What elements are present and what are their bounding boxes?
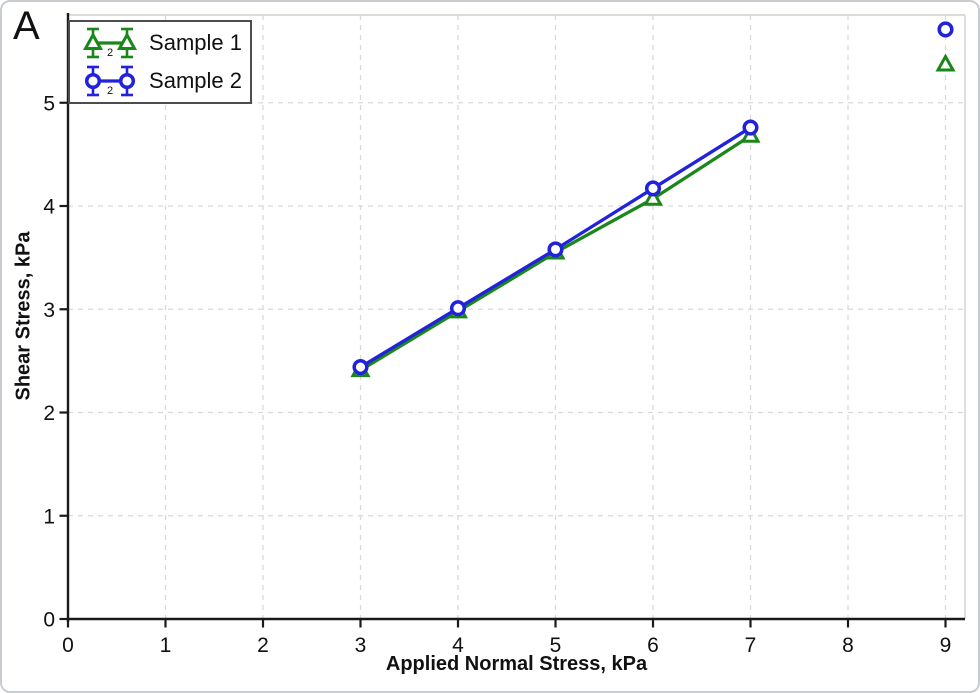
circle-errorbar-icon: 2 <box>84 65 136 97</box>
legend-item-sample-1: 2 Sample 1 <box>78 24 242 62</box>
x-tick-label: 7 <box>745 634 757 657</box>
y-tick-label: 2 <box>43 402 55 425</box>
x-tick-label: 2 <box>257 634 269 657</box>
x-tick-label: 4 <box>452 634 464 657</box>
y-tick-label: 0 <box>43 609 55 632</box>
y-tick-label: 3 <box>43 299 55 322</box>
panel-label: A <box>13 4 40 48</box>
y-tick-label: 1 <box>43 505 55 528</box>
x-tick-label: 3 <box>355 634 367 657</box>
legend-label-sample-2: Sample 2 <box>149 68 242 93</box>
legend-subscript: 2 <box>107 85 113 97</box>
data-point-sample-1 <box>642 187 664 206</box>
x-tick-label: 5 <box>550 634 562 657</box>
y-axis-title: Shear Stress, kPa <box>12 231 35 401</box>
circle-marker <box>84 72 102 90</box>
x-axis-title: Applied Normal Stress, kPa <box>385 653 648 675</box>
triangle-marker <box>82 31 104 50</box>
triangle-errorbar-icon: 2 <box>82 27 138 59</box>
x-tick-label: 0 <box>62 634 74 657</box>
triangle-marker <box>116 31 138 50</box>
legend-item-sample-2: 2 Sample 2 <box>78 62 242 100</box>
data-point-sample-2 <box>644 180 662 197</box>
x-tick-label: 8 <box>842 634 854 657</box>
y-tick-label: 4 <box>43 196 55 219</box>
data-point-sample-2 <box>449 300 467 317</box>
data-point-sample-2 <box>742 119 759 136</box>
legend-label-sample-1: Sample 1 <box>149 30 242 55</box>
data-point-sample-2 <box>547 241 564 258</box>
x-tick-label: 9 <box>940 634 952 657</box>
data-point-sample-2 <box>352 359 369 376</box>
circle-marker <box>118 72 136 90</box>
legend-box: 2 Sample 1 2 Sample 2 <box>68 20 252 104</box>
x-tick-label: 6 <box>647 634 659 657</box>
data-point-sample-1 <box>935 53 956 72</box>
y-tick-label: 5 <box>43 92 55 115</box>
x-tick-label: 1 <box>160 634 172 657</box>
legend-subscript: 2 <box>107 47 113 59</box>
data-point-sample-2 <box>937 21 954 38</box>
